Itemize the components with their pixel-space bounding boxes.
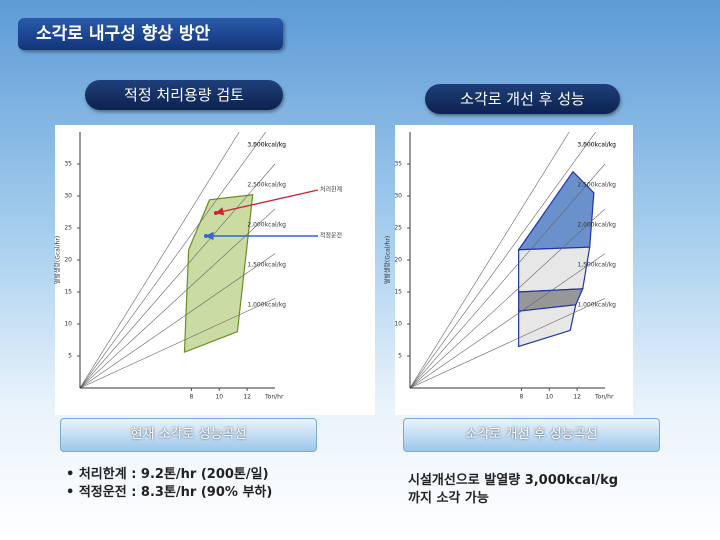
- y-tick-label: 15: [394, 289, 402, 296]
- series-label: 2,500kcal/kg: [577, 182, 616, 189]
- y-tick-label: 5: [398, 353, 402, 360]
- notes: • 처리한계 : 9.2톤/hr (200톤/일) • 적정운전 : 8.3톤/…: [66, 466, 272, 502]
- note: 시설개선으로 발열량 3,000kcal/kg: [408, 473, 619, 488]
- y-tick-label: 20: [64, 257, 72, 264]
- y-tick-label: 30: [394, 193, 402, 200]
- panel-heading: 소각로 개선 후 성능: [425, 84, 620, 114]
- x-tick-label: 12: [573, 394, 581, 401]
- annotation-dot: [214, 211, 218, 215]
- y-axis-label: 열발생량(Gcal/hr): [54, 236, 62, 284]
- heat-line: [80, 253, 275, 388]
- x-axis-label: Ton/hr: [594, 394, 614, 401]
- y-tick-label: 35: [64, 161, 72, 168]
- heat-line: [410, 298, 605, 388]
- y-tick-label: 10: [394, 321, 402, 328]
- y-tick-label: 5: [68, 353, 72, 360]
- series-label: 1,000kcal/kg: [247, 302, 286, 309]
- x-tick-label: 12: [243, 394, 251, 401]
- heat-line: [80, 208, 275, 388]
- heat-line: [410, 132, 570, 388]
- x-tick-label: 10: [545, 394, 553, 401]
- heat-line: [410, 208, 605, 388]
- heat-line: [410, 253, 605, 388]
- y-tick-label: 35: [394, 161, 402, 168]
- x-axis-label: Ton/hr: [264, 394, 284, 401]
- series-label: 1,500kcal/kg: [247, 262, 286, 269]
- series-label: 2,500kcal/kg: [247, 182, 286, 189]
- x-tick-label: 10: [215, 394, 223, 401]
- heat-line: [80, 163, 275, 388]
- y-tick-label: 20: [394, 257, 402, 264]
- series-label: 3,000kcal/kg: [577, 142, 616, 149]
- y-tick-label: 10: [64, 321, 72, 328]
- chart-frame: [395, 125, 633, 415]
- series-label: 3,000kcal/kg: [247, 142, 286, 149]
- panel-heading: 적정 처리용량 검토: [85, 80, 283, 110]
- series-label: 1,000kcal/kg: [577, 302, 616, 309]
- y-axis-label: 열발생량(Gcal/hr): [384, 236, 392, 284]
- note: • 적정운전 : 8.3톤/hr (90% 부하): [66, 485, 273, 500]
- chart-caption: 현재 소각로 성능곡선: [60, 418, 317, 452]
- annotation-dot: [204, 234, 208, 238]
- y-tick-label: 25: [64, 225, 72, 232]
- heat-line: [410, 132, 597, 388]
- note: 까지 소각 가능: [408, 491, 489, 506]
- series-label: 3,500kcal/kg: [247, 142, 286, 149]
- x-tick-label: 8: [520, 394, 524, 401]
- y-tick-label: 15: [64, 289, 72, 296]
- note: • 처리한계 : 9.2톤/hr (200톤/일): [66, 467, 269, 482]
- annotation: 적정운전: [320, 232, 342, 240]
- chart-caption: 소각로 개선 후 성능곡선: [403, 418, 660, 452]
- y-tick-label: 25: [394, 225, 402, 232]
- x-tick-label: 8: [190, 394, 194, 401]
- heat-line: [80, 298, 275, 388]
- series-label: 2,000kcal/kg: [247, 222, 286, 229]
- heat-line: [410, 163, 605, 388]
- region: [183, 194, 254, 354]
- series-label: 1,500kcal/kg: [577, 262, 616, 269]
- notes: 시설개선으로 발열량 3,000kcal/kg 까지 소각 가능: [408, 472, 618, 508]
- annotation: 처리한계: [320, 186, 342, 194]
- region: [518, 246, 591, 293]
- annotation-arrow: [215, 189, 319, 216]
- region: [518, 304, 577, 348]
- heat-line: [80, 132, 240, 388]
- heat-line: [80, 132, 267, 388]
- slide-title: 소각로 내구성 향상 방안: [18, 18, 283, 50]
- y-tick-label: 30: [64, 193, 72, 200]
- series-label: 2,000kcal/kg: [577, 222, 616, 229]
- series-label: 3,500kcal/kg: [577, 142, 616, 149]
